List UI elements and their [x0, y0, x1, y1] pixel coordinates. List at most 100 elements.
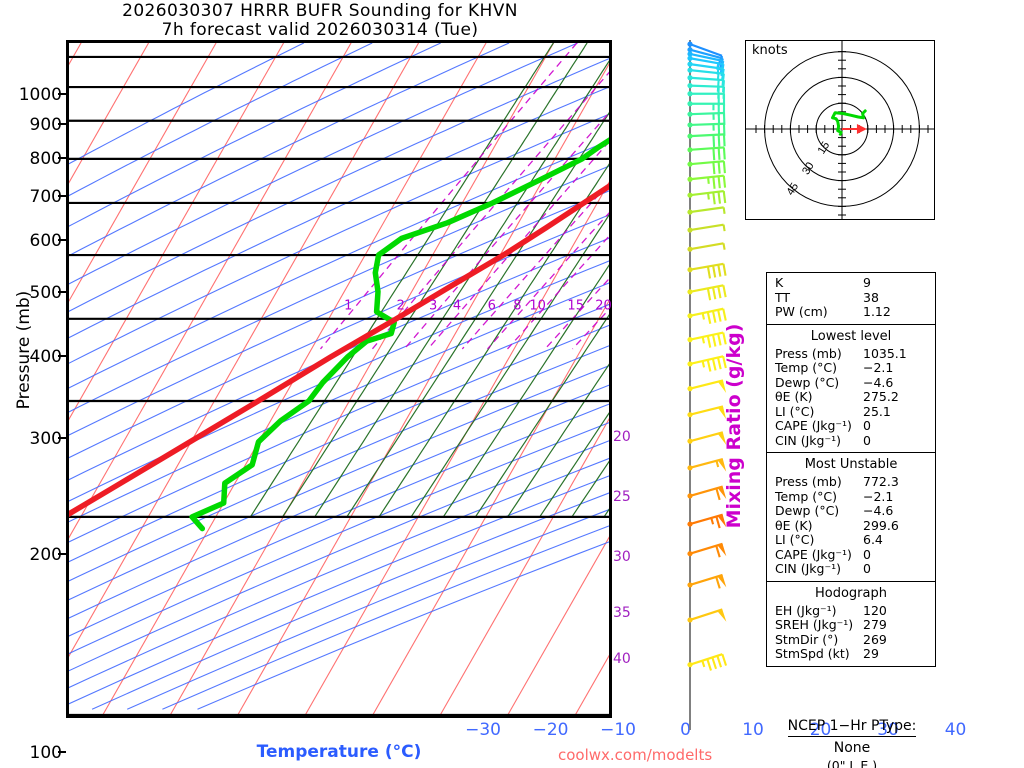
wind-barb — [687, 485, 727, 501]
param-value: 9 — [863, 275, 871, 290]
param-value: 0 — [863, 561, 871, 576]
pressure-tick-label: 400 — [29, 346, 62, 367]
param-value: 25.1 — [863, 403, 891, 419]
dry-adiabat — [69, 384, 609, 619]
wind-barb — [687, 223, 726, 233]
skewt-diagram — [66, 40, 612, 718]
wind-barb — [687, 653, 728, 671]
wind-barb-full-feather — [711, 310, 717, 323]
param-row: Press (mb) 1035.1 — [767, 345, 935, 362]
wind-barb — [687, 542, 727, 558]
temperature-tick-label: 40 — [944, 720, 967, 740]
wind-barb-full-feather — [712, 134, 716, 147]
parameter-panel: K 9 TT 38 PW (cm) 1.12 Lowest level Pres… — [766, 272, 936, 667]
dry-adiabat — [69, 345, 609, 582]
wind-barb-shaft — [689, 146, 724, 151]
param-row: TT 38 — [767, 290, 935, 306]
wind-barb-shaft — [689, 43, 723, 57]
param-row: StmDir (°) 269 — [767, 632, 935, 648]
section-title: Lowest level — [810, 328, 892, 344]
param-row: CAPE (Jkg⁻¹) 0 — [767, 547, 935, 563]
param-row: K 9 — [767, 275, 935, 291]
temperature-tick-label: 30 — [877, 720, 899, 740]
wind-barb-full-feather — [722, 190, 727, 204]
wind-barb-pennant — [717, 543, 727, 557]
moist-adiabat — [571, 460, 609, 518]
hodograph-ring-label: 30 — [800, 160, 817, 177]
wind-barb-point — [687, 67, 693, 73]
param-key: K — [775, 275, 784, 290]
wind-barb — [687, 189, 727, 205]
wind-barb — [687, 608, 727, 623]
param-value: 772.3 — [863, 474, 899, 489]
ptype-value: None — [833, 740, 871, 756]
param-value: 0 — [863, 432, 871, 448]
wind-barb-full-feather — [717, 333, 722, 346]
wind-barb-full-feather — [715, 516, 721, 529]
lowest-level-section: Lowest level Press (mb) 1035.1 Temp (°C) −2… — [767, 325, 935, 453]
wind-barb — [687, 111, 726, 126]
wind-barb-full-feather — [722, 134, 726, 147]
param-row: Dewp (°C) −4.6 — [767, 374, 935, 391]
wind-barb-full-feather — [706, 288, 712, 301]
param-key: Press (mb) — [775, 345, 842, 361]
ptype-title: NCEP 1−Hr PType: — [787, 718, 917, 737]
wind-barb-pennant — [717, 574, 727, 588]
wind-barb-half-feather — [716, 73, 720, 80]
mixing-ratio-lines — [319, 43, 609, 350]
most-unstable-section: Most Unstable Press (mb) 772.3 Temp (°C) −2… — [767, 453, 935, 582]
wind-barb-full-feather — [711, 657, 718, 670]
wind-barb-shaft — [689, 608, 723, 621]
pressure-tick — [58, 156, 66, 159]
param-value: 275.2 — [863, 389, 899, 404]
hodograph-wind-trace — [831, 109, 867, 136]
wind-barb — [687, 405, 727, 420]
wind-barb-full-feather — [722, 308, 727, 321]
wind-barb-panel — [640, 40, 740, 730]
hodograph-plot: 15 30 45 — [746, 41, 934, 219]
param-row: PW (cm) 1.12 — [767, 304, 935, 320]
hodograph-stats-section: Hodograph EH (Jkg⁻¹) 120 SREH (Jkg⁻¹) 279 St… — [767, 582, 935, 666]
wind-barb — [687, 573, 727, 589]
param-row: θE (K) 299.6 — [767, 518, 935, 534]
wind-barb-full-feather — [706, 335, 712, 348]
dry-adiabat — [69, 422, 609, 655]
param-row: CAPE (Jkg⁻¹) 0 — [767, 418, 935, 434]
mixing-ratio-line — [461, 182, 609, 350]
param-row: LI (°C) 25.1 — [767, 403, 935, 420]
wind-barb-full-feather — [706, 658, 713, 671]
param-key: θE (K) — [775, 389, 813, 404]
param-row: CIN (Jkg⁻¹) 0 — [767, 561, 935, 577]
dewpoint-line — [189, 137, 609, 532]
title-line-2: 7h forecast valid 2026030314 (Tue) — [161, 20, 479, 40]
wind-barb — [687, 133, 726, 147]
mixing-ratio-tick-label: 3 — [429, 298, 438, 314]
pressure-tick-label: 1000 — [18, 84, 62, 105]
isotherm — [304, 181, 609, 715]
param-key: EH (Jkg⁻¹) — [775, 602, 837, 618]
wind-barb-half-feather — [715, 460, 720, 468]
isotherm — [69, 43, 285, 421]
hodograph-ring-label: 45 — [785, 181, 802, 198]
param-row: StmSpd (kt) 29 — [767, 646, 935, 662]
wind-barb-full-feather — [722, 161, 726, 174]
param-key: CIN (Jkg⁻¹) — [775, 561, 841, 576]
ptype-liquid-equivalent: (0" L.E.) — [826, 758, 878, 768]
mixing-ratio-line — [371, 71, 609, 350]
dry-adiabat — [69, 86, 609, 339]
hodograph-units-label: knots — [752, 43, 788, 58]
temperature-tick-label: 0 — [680, 720, 691, 740]
wind-barb-shaft — [689, 52, 724, 63]
wind-barb-full-feather — [717, 191, 722, 204]
param-key: LI (°C) — [775, 403, 815, 419]
wind-barb — [687, 284, 727, 301]
page-title: 2026030307 HRRR BUFR Sounding for KHVN 7… — [0, 2, 640, 40]
param-value: −4.6 — [863, 374, 894, 390]
dry-adiabat — [69, 140, 609, 389]
wind-barb-full-feather — [711, 287, 717, 300]
temperature-tick-label: −30 — [465, 720, 501, 740]
mixing-ratio-tick-label: 4 — [452, 298, 462, 314]
dry-adiabat — [69, 403, 609, 637]
param-row: Temp (°C) −2.1 — [767, 489, 935, 505]
pressure-tick — [58, 92, 66, 95]
